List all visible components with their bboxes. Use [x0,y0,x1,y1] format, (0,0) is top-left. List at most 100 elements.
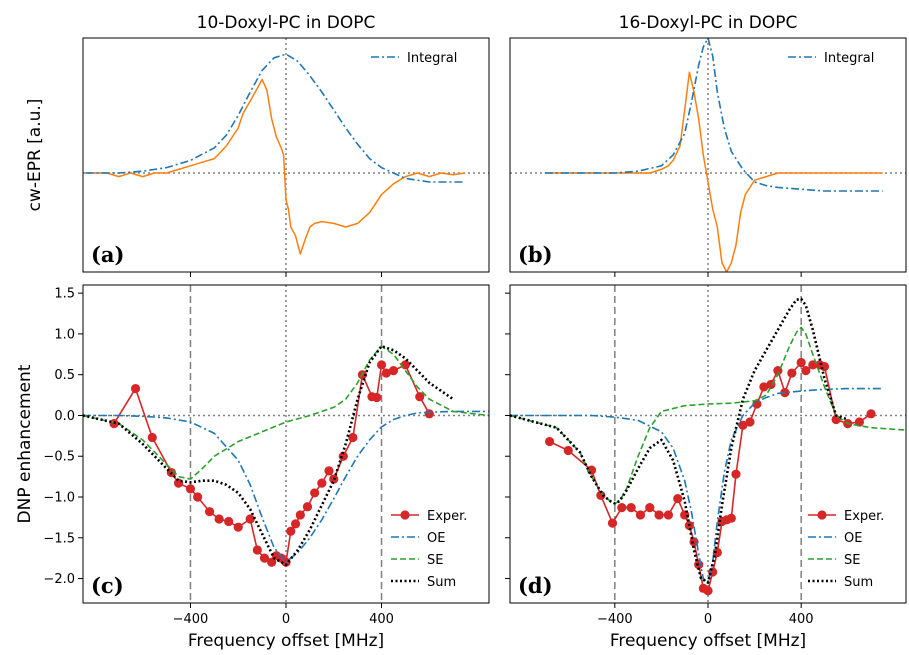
data-point-exper [259,553,270,563]
data-point-exper [267,557,277,567]
legend-label-oe: OE [844,531,862,546]
data-point-exper [317,478,327,488]
x-axis-label-left: Frequency offset [MHz] [188,631,384,651]
guide-lines [83,38,489,272]
x-tick-label: −400 [173,612,209,627]
legend: Integral [371,51,457,66]
data-point-exper [673,494,683,504]
data-point-exper [372,392,382,403]
data-point-exper [381,368,391,378]
data-point-exper [388,366,399,376]
legend-marker-exper [817,510,827,520]
legend-label-exper: Exper. [844,509,884,524]
data-point-exper [338,451,348,461]
panel-d: −400 0 400 (d) Exper. OE SE Sum [505,284,907,627]
legend-label-oe: OE [427,531,445,546]
data-point-exper [130,383,141,394]
data-point-exper [712,547,722,558]
legend: Exper. OE SE Sum [391,509,467,590]
data-point-exper [726,513,736,523]
data-point-exper [626,503,636,513]
y-axis-label-bottom: DNP enhancement [15,364,35,523]
data-point-exper [147,432,157,443]
data-point-exper [607,518,618,528]
data-point-exper [286,526,296,536]
title-left: 10-Doxyl-PC in DOPC [197,13,376,33]
data-point-exper [376,360,387,370]
series-line-oe [83,410,489,563]
legend-label-exper: Exper. [427,509,467,524]
guide-lines [83,285,489,603]
series-group [510,297,906,596]
data-point-exper [787,368,797,378]
legend-label-se: SE [427,553,443,568]
data-point-exper [654,510,664,520]
data-point-exper [645,503,655,513]
data-point-exper [252,545,262,555]
data-point-exper [295,510,305,520]
panel-a: (a) Integral [82,37,490,277]
data-point-exper [204,507,215,517]
data-point-exper [617,503,627,513]
series-line-integral [544,38,883,192]
data-point-exper [680,510,690,520]
data-point-exper [796,357,806,368]
data-point-exper [731,469,741,479]
title-right: 16-Doxyl-PC in DOPC [619,13,798,33]
data-point-exper [415,392,425,402]
panel-b: (b) Integral [509,37,907,277]
legend: Exper. OE SE Sum [808,509,884,590]
data-point-exper [854,417,865,427]
x-tick-label: −400 [597,612,633,627]
y-axis-label-top: cw-EPR [a.u.] [25,99,45,212]
series-line-integral [85,53,466,183]
series-group [83,344,489,567]
legend-label-se: SE [844,553,860,568]
panel-label: (c) [91,573,124,598]
series-line-cw-epr [544,71,883,272]
x-tick-label: 0 [704,612,712,627]
data-point-exper [302,502,313,512]
y-tick-label: 1.0 [54,327,75,342]
data-point-exper [245,514,255,524]
data-point-exper [310,488,320,498]
x-axis-label-right: Frequency offset [MHz] [610,631,806,651]
legend-label-integral: Integral [407,51,457,66]
series-line-se [83,345,489,480]
x-tick-label: 0 [282,612,290,627]
series-line-sum [83,344,454,566]
y-tick-label: 0.5 [54,368,75,383]
y-tick-label: −0.5 [43,450,75,465]
data-point-exper [866,409,876,419]
legend-label-sum: Sum [844,575,873,590]
series-line-exper [549,361,872,592]
series-line-oe [510,387,883,584]
legend-marker-exper [400,510,410,520]
data-point-exper [348,432,358,443]
data-point-exper [663,510,674,520]
legend-label-integral: Integral [824,51,874,66]
panel-label: (a) [91,242,124,267]
x-tick-label: 400 [789,612,814,627]
data-point-exper [290,519,301,529]
data-point-exper [596,490,606,500]
data-point-exper [224,516,234,527]
y-tick-label: 0.0 [54,409,75,424]
y-tick-label: 1.5 [54,287,75,302]
legend-label-sum: Sum [427,575,456,590]
data-point-exper [424,409,434,419]
data-point-exper [545,436,555,447]
data-point-exper [214,514,224,524]
x-tick-label: 400 [369,612,394,627]
data-point-exper [745,417,755,427]
y-tick-label: −1.5 [43,531,75,546]
series-group [85,53,466,255]
data-point-exper [563,445,573,456]
series-line-sum [510,297,849,584]
data-point-exper [635,510,646,520]
data-point-exper [759,382,769,392]
panel-label: (b) [518,242,553,267]
panel-label: (d) [518,573,553,598]
y-tick-label: −1.0 [43,491,75,506]
